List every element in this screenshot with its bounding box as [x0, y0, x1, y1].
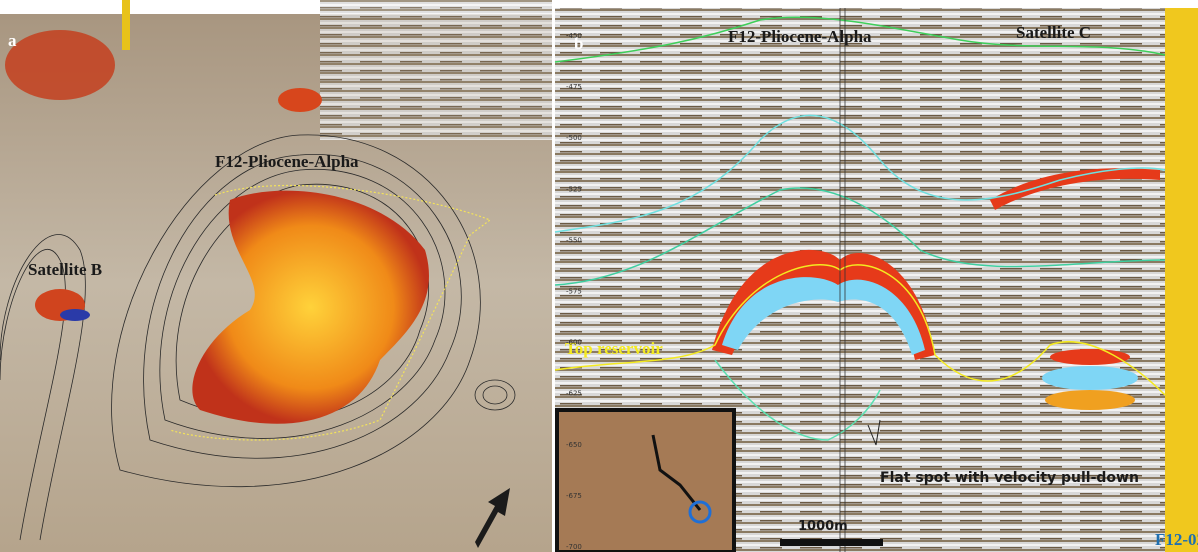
- satellite-label: Satellite B: [28, 260, 102, 279]
- depth-tick-label: -650: [566, 441, 582, 449]
- prospect-label: F12-Pliocene-Alpha: [728, 27, 872, 46]
- depth-tick-label: -675: [566, 492, 582, 500]
- annotation: Flat spot with velocity pull-down: [880, 470, 1139, 486]
- anomaly: [60, 309, 90, 321]
- well-label: F12-02: [1155, 530, 1198, 549]
- panel-b: b F12-Pliocene-Alpha Satellite C Top res…: [555, 8, 1198, 552]
- panel-a: a F12-Pliocene-Alpha Satellite B: [0, 0, 552, 552]
- bright-spot: [1042, 366, 1138, 390]
- panel-letter: a: [8, 31, 17, 50]
- seismic-wall: [320, 0, 552, 140]
- page: a F12-Pliocene-Alpha Satellite B b F12-P…: [0, 0, 1198, 552]
- depth-tick-label: -700: [566, 543, 582, 551]
- depth-tick-label: -625: [566, 390, 582, 398]
- anomaly: [5, 30, 115, 100]
- satellite-label: Satellite C: [1016, 23, 1091, 42]
- prospect-label: F12-Pliocene-Alpha: [215, 152, 359, 171]
- depth-tick-label: -600: [566, 339, 582, 347]
- depth-tick-label: -525: [566, 185, 582, 193]
- depth-tick-label: -475: [566, 83, 582, 91]
- anomaly: [278, 88, 322, 112]
- figure: a F12-Pliocene-Alpha Satellite B b F12-P…: [0, 0, 1198, 552]
- well-log: [1165, 8, 1198, 552]
- scale-label: 1000m: [798, 519, 848, 534]
- inset-map: [557, 410, 734, 552]
- depth-tick-label: -550: [566, 236, 582, 244]
- depth-tick-label: -500: [566, 134, 582, 142]
- depth-tick-label: -575: [566, 288, 582, 296]
- bright-spot: [1045, 390, 1135, 410]
- depth-tick-label: -450: [566, 32, 582, 40]
- scale-bar: [780, 539, 883, 546]
- well: [122, 0, 130, 50]
